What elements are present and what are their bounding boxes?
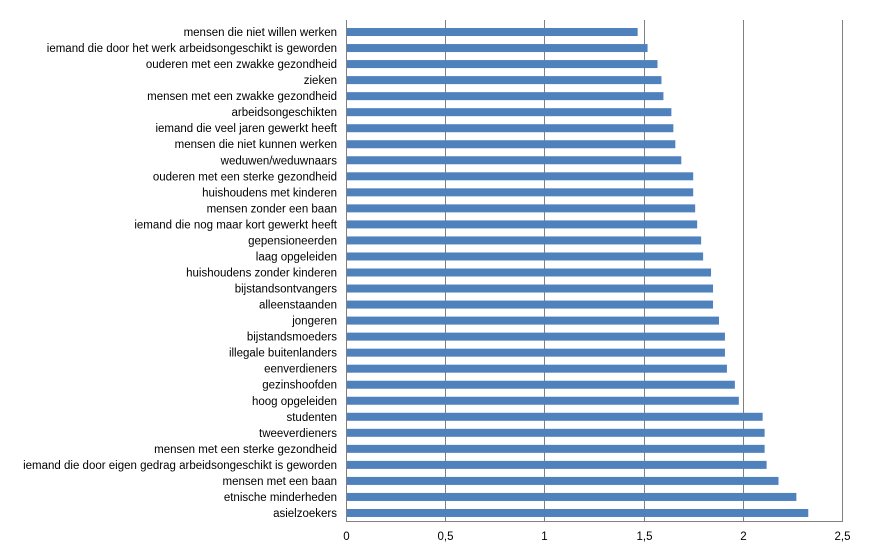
category-label: ouderen met een zwakke gezondheid <box>146 59 337 71</box>
category-label: weduwen/weduwnaars <box>220 155 338 167</box>
bar <box>346 76 662 85</box>
bar <box>346 476 779 485</box>
bar <box>346 300 714 309</box>
category-label: alleenstaanden <box>259 300 337 312</box>
bar <box>346 44 648 53</box>
category-label: iemand die nog maar kort gewerkt heeft <box>134 219 337 231</box>
category-label: iemand die door het werk arbeidsongeschi… <box>47 43 337 55</box>
x-tick-label: 2 <box>740 531 746 543</box>
bar <box>346 108 672 117</box>
bar <box>346 348 725 357</box>
category-label: laag opgeleiden <box>256 251 337 263</box>
x-tick-label: 2,5 <box>835 531 851 543</box>
bar <box>346 284 714 293</box>
x-tick-label: 0 <box>343 531 349 543</box>
category-label: mensen die niet kunnen werken <box>175 139 337 151</box>
x-tick-label: 1,5 <box>637 531 653 543</box>
category-label: tweeverdieners <box>259 428 337 440</box>
bar <box>346 492 797 501</box>
bar <box>346 188 694 197</box>
category-label: iemand die door eigen gedrag arbeidsonge… <box>23 460 337 472</box>
x-tick-label: 1 <box>541 531 547 543</box>
category-label: studenten <box>286 412 337 424</box>
category-label: gezinshoofden <box>262 380 337 392</box>
bar <box>346 364 727 373</box>
bar <box>346 140 676 149</box>
bar <box>346 412 763 421</box>
x-tick-labels: 0 0,5 1 1,5 2 2,5 <box>343 531 850 543</box>
bar <box>346 252 704 261</box>
category-label: mensen die niet willen werken <box>184 27 337 39</box>
category-label: huishoudens zonder kinderen <box>186 268 337 280</box>
bar <box>346 316 719 325</box>
bar <box>346 236 702 245</box>
category-label: arbeidsongeschikten <box>232 107 338 119</box>
category-label: bijstandsmoeders <box>247 332 337 344</box>
category-label: illegale buitenlanders <box>229 348 337 360</box>
bar <box>346 172 694 181</box>
category-labels: mensen die niet willen werken iemand die … <box>23 27 338 520</box>
category-label: jongeren <box>291 316 337 328</box>
bar <box>346 508 809 517</box>
bar <box>346 332 725 341</box>
bar <box>346 428 765 437</box>
bar <box>346 380 735 389</box>
bar <box>346 204 696 213</box>
category-label: mensen met een sterke gezondheid <box>154 444 337 456</box>
category-label: etnische minderheden <box>224 492 337 504</box>
bar <box>346 92 664 101</box>
bar <box>346 396 739 405</box>
category-label: eenverdieners <box>264 364 337 376</box>
category-label: ouderen met een sterke gezondheid <box>153 171 337 183</box>
bar <box>346 220 698 229</box>
bar <box>346 60 658 69</box>
category-label: hoog opgeleiden <box>252 396 337 408</box>
bars <box>346 28 809 517</box>
bar <box>346 124 674 133</box>
bar <box>346 268 712 277</box>
category-label: iemand die veel jaren gewerkt heeft <box>155 123 337 135</box>
x-tick-label: 0,5 <box>438 531 454 543</box>
bar <box>346 460 767 469</box>
category-label: huishoudens met kinderen <box>202 187 337 199</box>
category-label: gepensioneerden <box>248 235 337 247</box>
category-label: bijstandsontvangers <box>235 284 338 296</box>
category-label: mensen zonder een baan <box>207 203 337 215</box>
category-label: mensen met een baan <box>223 476 337 488</box>
category-label: zieken <box>304 75 337 87</box>
bar <box>346 28 638 37</box>
category-label: asielzoekers <box>273 508 337 520</box>
category-label: mensen met een zwakke gezondheid <box>147 91 337 103</box>
bar <box>346 444 765 453</box>
bar <box>346 156 682 165</box>
